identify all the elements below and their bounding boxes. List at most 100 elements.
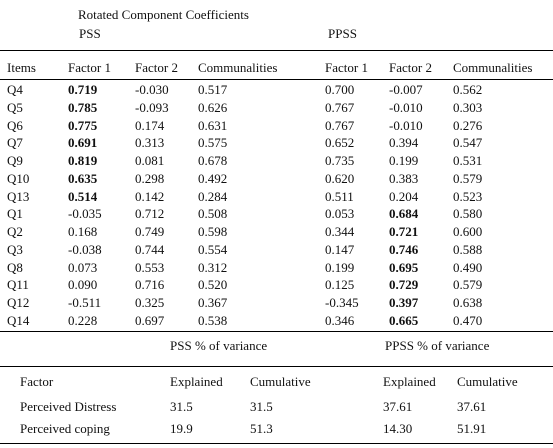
ppss-cell: 0.470	[453, 313, 483, 328]
pss-cell: -0.030	[135, 82, 169, 97]
row-item-label: Q4	[7, 82, 23, 97]
ppss-cell: 0.523	[453, 189, 483, 204]
ppss-cell: 0.199	[389, 153, 419, 168]
ppss-cell: 0.729	[389, 277, 419, 292]
pss-cell: 0.775	[68, 118, 98, 133]
ppss-cell: 0.204	[389, 189, 419, 204]
pss-cell: 0.691	[68, 135, 98, 150]
row-item-label: Q12	[7, 295, 30, 310]
variance-cell: 51.3	[250, 421, 273, 436]
pss-cell: 0.598	[198, 224, 228, 239]
pss-cell: 0.554	[198, 242, 228, 257]
ppss-cell: 0.547	[453, 135, 483, 150]
ppss-cell: 0.700	[325, 82, 355, 97]
row-item-label: Q2	[7, 224, 23, 239]
pss-cell: 0.716	[135, 277, 165, 292]
variance-cell: 51.91	[457, 421, 487, 436]
pss-cell: 0.697	[135, 313, 165, 328]
pss-cell: 0.517	[198, 82, 228, 97]
ppss-cell: 0.531	[453, 153, 483, 168]
pss-cell: 0.168	[68, 224, 98, 239]
ppss-cell: 0.638	[453, 295, 483, 310]
pss-cell: 0.514	[68, 189, 98, 204]
row-item-label: Q14	[7, 313, 30, 328]
rule-variance-top	[0, 366, 553, 367]
pss-cell: -0.511	[68, 295, 102, 310]
ppss-cell: 0.580	[453, 206, 483, 221]
variance-row-label: Perceived coping	[20, 421, 110, 436]
row-item-label: Q9	[7, 153, 23, 168]
variance-cell: 19.9	[170, 421, 193, 436]
variance-cell: 14.30	[383, 421, 413, 436]
pss-cell: 0.081	[135, 153, 165, 168]
ppss-cell: 0.588	[453, 242, 483, 257]
pss-cell: -0.093	[135, 100, 169, 115]
pss-cell: 0.090	[68, 277, 98, 292]
rule-bottom	[0, 443, 553, 444]
variance-cell: 37.61	[383, 399, 413, 414]
row-item-label: Q7	[7, 135, 23, 150]
ppss-cell: 0.721	[389, 224, 419, 239]
ppss-cell: 0.125	[325, 277, 355, 292]
variance-col-factor: Factor	[20, 374, 54, 389]
pss-cell: 0.492	[198, 171, 228, 186]
row-item-label: Q1	[7, 206, 23, 221]
col-header-ppss-communalities: Communalities	[453, 60, 533, 75]
row-item-label: Q5	[7, 100, 23, 115]
pss-cell: 0.553	[135, 260, 165, 275]
variance-cell: 31.5	[170, 399, 193, 414]
rule-header	[0, 79, 553, 80]
pss-cell: 0.367	[198, 295, 228, 310]
ppss-cell: 0.383	[389, 171, 419, 186]
pss-cell: 0.719	[68, 82, 98, 97]
ppss-cell: 0.147	[325, 242, 355, 257]
ppss-cell: -0.010	[389, 118, 423, 133]
pss-cell: 0.228	[68, 313, 98, 328]
ppss-cell: 0.735	[325, 153, 355, 168]
pss-cell: 0.312	[198, 260, 228, 275]
pss-cell: 0.635	[68, 171, 98, 186]
row-item-label: Q3	[7, 242, 23, 257]
variance-cell: 31.5	[250, 399, 273, 414]
variance-cell: 37.61	[457, 399, 487, 414]
ppss-cell: 0.394	[389, 135, 419, 150]
ppss-cell: 0.276	[453, 118, 483, 133]
ppss-cell: 0.767	[325, 118, 355, 133]
ppss-cell: -0.007	[389, 82, 423, 97]
table-caption: Rotated Component Coefficients	[78, 7, 249, 22]
pss-cell: 0.325	[135, 295, 165, 310]
ppss-cell: 0.511	[325, 189, 354, 204]
ppss-cell: -0.010	[389, 100, 423, 115]
pss-cell: 0.785	[68, 100, 98, 115]
pss-cell: 0.749	[135, 224, 165, 239]
pss-cell: 0.631	[198, 118, 228, 133]
variance-col-ppss-explained: Explained	[383, 374, 436, 389]
rule-table-bottom	[0, 331, 553, 332]
ppss-cell: 0.397	[389, 295, 419, 310]
pss-cell: 0.626	[198, 100, 228, 115]
pss-cell: 0.073	[68, 260, 98, 275]
ppss-cell: 0.600	[453, 224, 483, 239]
pss-cell: 0.313	[135, 135, 165, 150]
ppss-cell: 0.652	[325, 135, 355, 150]
row-item-label: Q10	[7, 171, 30, 186]
ppss-cell: 0.053	[325, 206, 355, 221]
ppss-cell: 0.695	[389, 260, 419, 275]
col-header-ppss-factor1: Factor 1	[325, 60, 368, 75]
row-item-label: Q13	[7, 189, 30, 204]
group-header-ppss: PPSS	[328, 26, 357, 41]
pss-cell: 0.520	[198, 277, 228, 292]
pss-cell: 0.712	[135, 206, 165, 221]
variance-title-ppss: PPSS % of variance	[385, 338, 490, 353]
pss-cell: 0.538	[198, 313, 228, 328]
variance-col-pss-explained: Explained	[170, 374, 223, 389]
pss-cell: 0.678	[198, 153, 228, 168]
ppss-cell: 0.665	[389, 313, 419, 328]
pss-cell: -0.038	[68, 242, 102, 257]
row-item-label: Q8	[7, 260, 23, 275]
col-header-items: Items	[7, 60, 36, 75]
pss-cell: 0.819	[68, 153, 98, 168]
ppss-cell: 0.746	[389, 242, 419, 257]
variance-col-pss-cumulative: Cumulative	[250, 374, 311, 389]
col-header-ppss-factor2: Factor 2	[389, 60, 432, 75]
